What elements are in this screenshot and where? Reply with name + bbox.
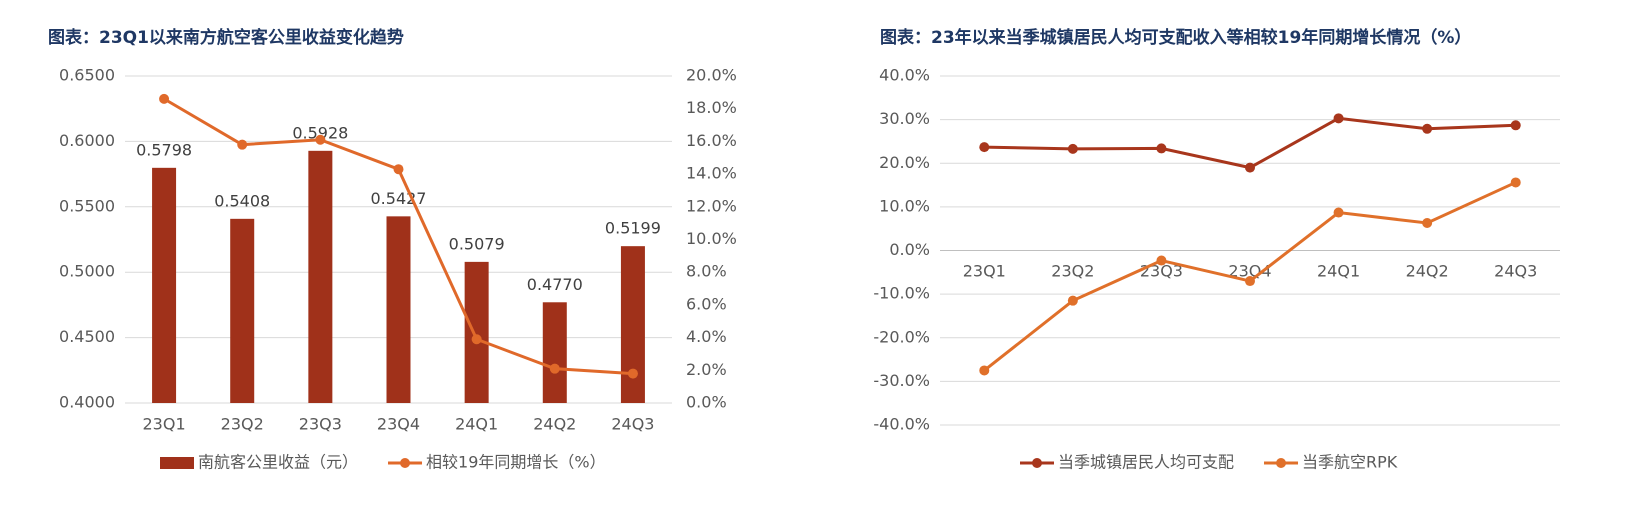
- line-marker: [979, 142, 990, 153]
- data-label: 0.5928: [292, 123, 348, 142]
- data-label: 0.5199: [605, 219, 661, 238]
- y-tick-label: 20.0%: [879, 153, 930, 172]
- x-tick-label: 23Q4: [377, 415, 420, 434]
- legend-swatch: [1276, 458, 1287, 468]
- x-tick-label: 24Q3: [1494, 262, 1537, 281]
- y2-tick-label: 6.0%: [686, 294, 727, 313]
- line-marker: [1333, 113, 1344, 124]
- y-tick-label: -10.0%: [873, 284, 930, 303]
- line-marker: [393, 164, 404, 175]
- x-tick-label: 23Q1: [963, 262, 1006, 281]
- y2-tick-label: 12.0%: [686, 196, 737, 215]
- x-tick-label: 23Q1: [143, 415, 186, 434]
- y-tick-label: 0.0%: [889, 240, 930, 259]
- x-tick-label: 23Q2: [1051, 262, 1094, 281]
- line-marker: [471, 334, 482, 345]
- y-tick-label: 40.0%: [879, 66, 930, 85]
- data-label: 0.5798: [136, 140, 192, 159]
- y-tick-label: 30.0%: [879, 109, 930, 128]
- legend-swatch: [1032, 458, 1042, 468]
- y2-tick-label: 10.0%: [686, 229, 737, 248]
- line-marker: [1333, 207, 1344, 218]
- y-tick-label: 0.4500: [59, 327, 115, 346]
- legend-label: 当季航空RPK: [1302, 453, 1398, 472]
- x-tick-label: 24Q2: [533, 415, 576, 434]
- x-tick-label: 24Q2: [1406, 262, 1449, 281]
- bar: [620, 246, 645, 403]
- line-marker: [1422, 123, 1433, 134]
- x-tick-label: 24Q1: [455, 415, 498, 434]
- bar: [230, 218, 255, 403]
- y2-tick-label: 14.0%: [686, 164, 737, 183]
- y2-tick-label: 4.0%: [686, 327, 727, 346]
- y2-tick-label: 8.0%: [686, 262, 727, 281]
- legend-label: 南航客公里收益（元）: [198, 453, 358, 472]
- x-tick-label: 23Q2: [221, 415, 264, 434]
- x-tick-label: 23Q3: [299, 415, 342, 434]
- line-marker: [1510, 120, 1521, 131]
- y-tick-label: 0.6000: [59, 131, 115, 150]
- chart-title: 图表：23Q1以来南方航空客公里收益变化趋势: [48, 27, 404, 48]
- line-marker: [1067, 143, 1078, 154]
- line-marker: [315, 134, 326, 145]
- legend-label: 相较19年同期增长（%）: [426, 453, 606, 472]
- y-tick-label: 0.4000: [59, 393, 115, 412]
- legend-swatch: [400, 458, 411, 468]
- y-tick-label: -40.0%: [873, 415, 930, 434]
- y-tick-label: 0.5500: [59, 196, 115, 215]
- y-tick-label: -30.0%: [873, 371, 930, 390]
- legend-label: 当季城镇居民人均可支配: [1058, 453, 1234, 472]
- line-marker: [1156, 255, 1167, 266]
- x-tick-label: 24Q1: [1317, 262, 1360, 281]
- line-marker: [237, 139, 248, 150]
- y-tick-label: -20.0%: [873, 327, 930, 346]
- line-marker: [1067, 295, 1078, 306]
- y2-tick-label: 16.0%: [686, 131, 737, 150]
- bar: [152, 167, 177, 403]
- data-label: 0.5408: [214, 191, 270, 210]
- bar: [308, 150, 333, 403]
- y2-tick-label: 2.0%: [686, 360, 727, 379]
- bar: [386, 216, 411, 403]
- legend-swatch: [160, 457, 194, 469]
- chart-title: 图表：23年以来当季城镇居民人均可支配收入等相较19年同期增长情况（%）: [880, 27, 1471, 48]
- x-tick-label: 23Q4: [1228, 262, 1271, 281]
- line-marker: [1245, 276, 1255, 287]
- line-marker: [627, 368, 638, 379]
- y2-tick-label: 18.0%: [686, 98, 737, 117]
- bar: [464, 261, 489, 403]
- data-label: 0.5427: [371, 189, 427, 208]
- y2-tick-label: 20.0%: [686, 66, 737, 85]
- line-marker: [549, 363, 560, 374]
- line-marker: [1156, 143, 1167, 154]
- y2-tick-label: 0.0%: [686, 393, 727, 412]
- x-tick-label: 24Q3: [611, 415, 654, 434]
- line-marker: [979, 365, 990, 376]
- line-marker: [159, 93, 170, 104]
- line-marker: [1510, 177, 1521, 188]
- y-tick-label: 0.5000: [59, 262, 115, 281]
- data-label: 0.5079: [449, 234, 505, 253]
- line-marker: [1422, 218, 1433, 229]
- data-label: 0.4770: [527, 275, 583, 294]
- line-marker: [1245, 162, 1255, 173]
- y-tick-label: 10.0%: [879, 196, 930, 215]
- y-tick-label: 0.6500: [59, 66, 115, 85]
- bar: [542, 302, 567, 403]
